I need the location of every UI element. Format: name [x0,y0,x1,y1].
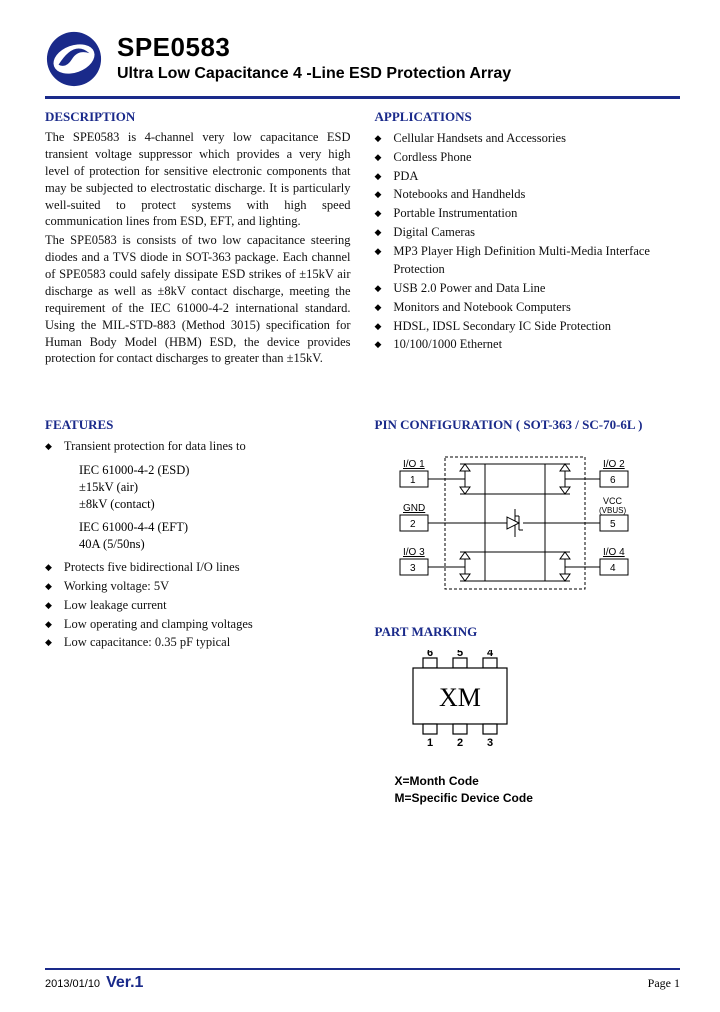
diagrams-column: PIN CONFIGURATION ( SOT-363 / SC-70-6L )… [375,417,681,807]
header: SPE0583 Ultra Low Capacitance 4 -Line ES… [45,30,680,88]
svg-text:3: 3 [410,563,416,574]
description-column: DESCRIPTION The SPE0583 is 4-channel ver… [45,109,351,369]
marking-legend-x: X=Month Code [395,773,681,790]
applications-column: APPLICATIONS Cellular Handsets and Acces… [375,109,681,369]
footer: 2013/01/10 Ver.1 Page 1 [45,968,680,992]
application-item: Monitors and Notebook Computers [375,298,681,317]
feature-text: Transient protection for data lines to [64,437,351,456]
feature-item: Protects five bidirectional I/O lines [45,558,351,577]
page-number: Page 1 [648,976,680,991]
svg-text:I/O 4: I/O 4 [603,547,625,558]
features-list-rest: Protects five bidirectional I/O linesWor… [45,558,351,652]
application-item: Cordless Phone [375,148,681,167]
svg-text:6: 6 [427,650,433,659]
bottom-columns: FEATURES Transient protection for data l… [45,417,680,807]
header-divider [45,96,680,99]
svg-text:XM: XM [439,683,481,712]
application-item: Digital Cameras [375,223,681,242]
footer-version: Ver.1 [106,974,143,992]
datasheet-page: SPE0583 Ultra Low Capacitance 4 -Line ES… [0,0,720,1012]
feature-item: Low leakage current [45,596,351,615]
applications-list: Cellular Handsets and AccessoriesCordles… [375,129,681,354]
application-item: PDA [375,167,681,186]
svg-text:1: 1 [410,475,416,486]
svg-text:5: 5 [457,650,463,659]
svg-text:VCC: VCC [603,496,623,506]
feature-item: Working voltage: 5V [45,577,351,596]
application-item: 10/100/1000 Ethernet [375,335,681,354]
subtitle: Ultra Low Capacitance 4 -Line ESD Protec… [117,65,511,83]
application-item: Cellular Handsets and Accessories [375,129,681,148]
application-item: Portable Instrumentation [375,204,681,223]
pin-config-title: PIN CONFIGURATION ( SOT-363 / SC-70-6L ) [375,417,681,433]
application-item: USB 2.0 Power and Data Line [375,279,681,298]
applications-title: APPLICATIONS [375,109,681,125]
application-item: Notebooks and Handhelds [375,185,681,204]
feature-item: Low capacitance: 0.35 pF typical [45,633,351,652]
svg-text:6: 6 [610,475,616,486]
marking-legend: X=Month Code M=Specific Device Code [395,773,681,807]
svg-text:2: 2 [410,519,416,530]
svg-text:5: 5 [610,519,616,530]
title-block: SPE0583 Ultra Low Capacitance 4 -Line ES… [117,30,511,83]
feature-item: Transient protection for data lines to [45,437,351,456]
company-logo [45,30,103,88]
pin-configuration-diagram: I/O 1 1 GND 2 I/O 3 3 I/O 2 6 VCC [385,449,681,604]
svg-text:I/O 1: I/O 1 [403,459,425,470]
application-item: HDSL, IDSL Secondary IC Side Protection [375,317,681,336]
description-text: The SPE0583 is 4-channel very low capaci… [45,129,351,367]
footer-date: 2013/01/10 [45,978,100,990]
application-item: MP3 Player High Definition Multi-Media I… [375,242,681,280]
svg-text:3: 3 [487,737,493,749]
feature-sub-eft: IEC 61000-4-4 (EFT)40A (5/50ns) [79,519,351,553]
marking-legend-m: M=Specific Device Code [395,790,681,807]
part-number: SPE0583 [117,32,511,63]
svg-text:I/O 2: I/O 2 [603,459,625,470]
svg-text:4: 4 [487,650,494,659]
features-title: FEATURES [45,417,351,433]
feature-sub-esd: IEC 61000-4-2 (ESD)±15kV (air)±8kV (cont… [79,462,351,513]
svg-text:1: 1 [427,737,433,749]
svg-text:(VBUS): (VBUS) [599,506,626,515]
description-title: DESCRIPTION [45,109,351,125]
svg-text:2: 2 [457,737,463,749]
svg-text:4: 4 [610,563,616,574]
svg-text:GND: GND [403,503,425,514]
part-marking-title: PART MARKING [375,624,681,640]
part-marking-diagram: 6 5 4 XM 1 2 3 [395,650,681,807]
features-column: FEATURES Transient protection for data l… [45,417,351,807]
svg-text:I/O 3: I/O 3 [403,547,425,558]
top-columns: DESCRIPTION The SPE0583 is 4-channel ver… [45,109,680,369]
feature-item: Low operating and clamping voltages [45,615,351,634]
features-list: Transient protection for data lines to [45,437,351,456]
